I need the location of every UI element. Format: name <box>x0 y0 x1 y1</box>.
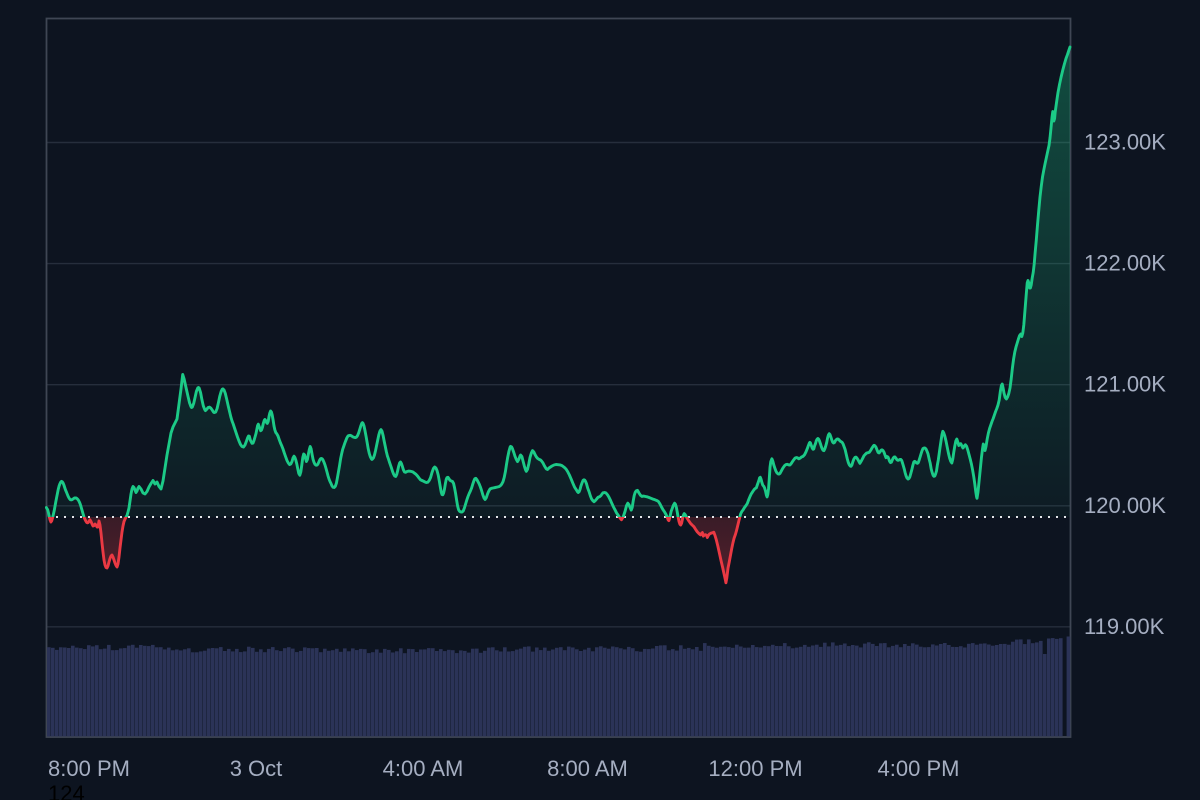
svg-text:3 Oct: 3 Oct <box>230 756 283 781</box>
svg-text:119.00K: 119.00K <box>1084 614 1165 639</box>
svg-text:121.00K: 121.00K <box>1084 372 1166 397</box>
svg-text:122.00K: 122.00K <box>1084 251 1166 276</box>
svg-text:124: 124 <box>48 781 85 800</box>
svg-text:120.00K: 120.00K <box>1084 493 1166 518</box>
svg-text:8:00 PM: 8:00 PM <box>48 756 130 781</box>
svg-text:8:00 AM: 8:00 AM <box>547 756 628 781</box>
svg-text:4:00 AM: 4:00 AM <box>383 756 464 781</box>
svg-text:123.00K: 123.00K <box>1084 130 1166 155</box>
svg-text:4:00 PM: 4:00 PM <box>878 756 960 781</box>
svg-text:12:00 PM: 12:00 PM <box>708 756 802 781</box>
